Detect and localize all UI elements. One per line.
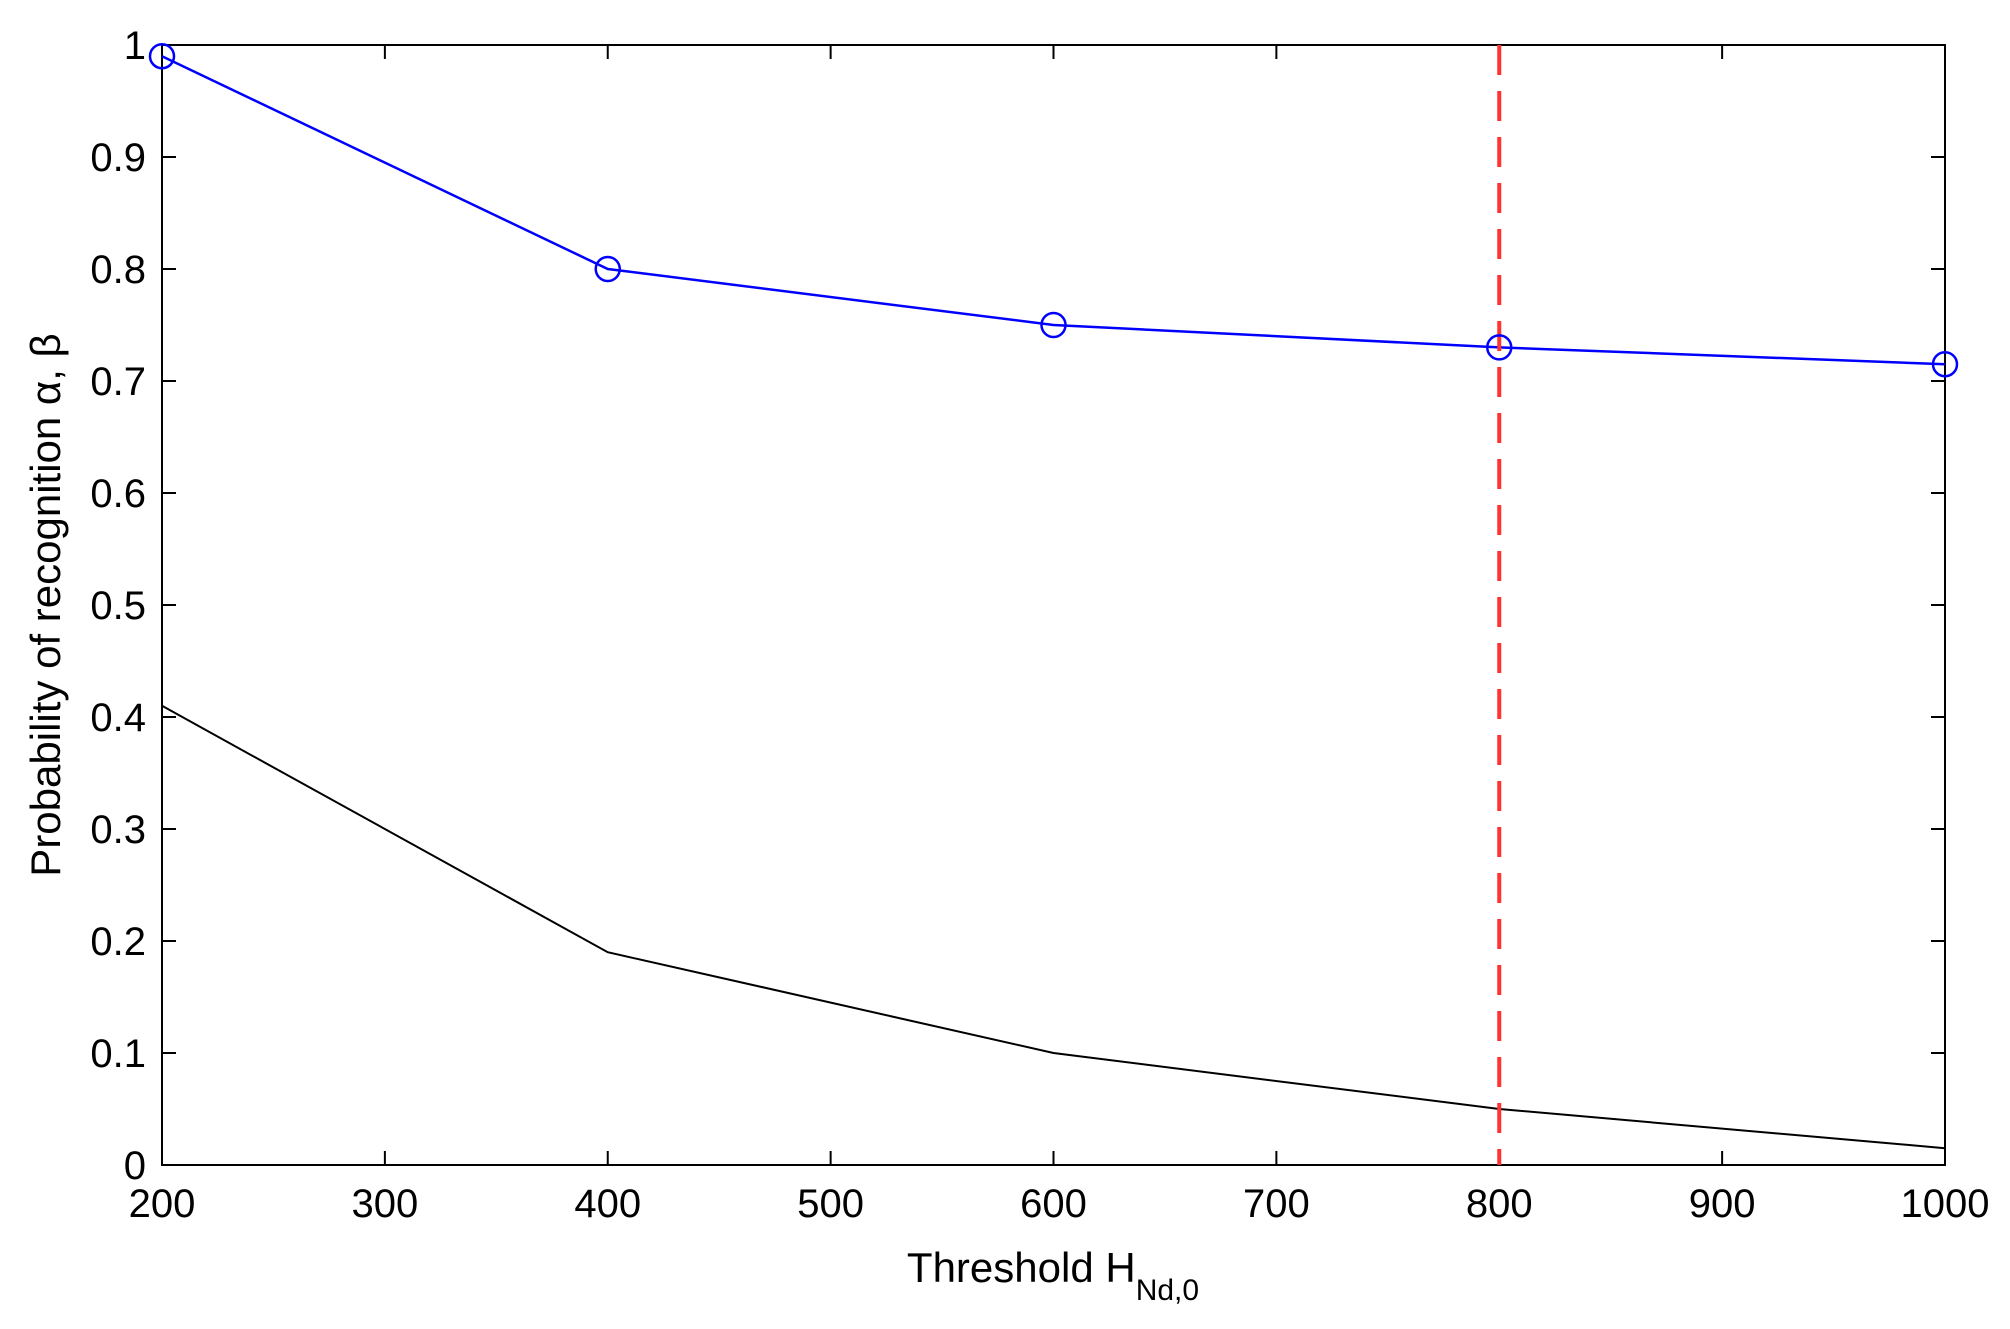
series-lines <box>161 55 1946 1150</box>
data-point-marker <box>1486 334 1513 361</box>
data-point-marker <box>148 42 176 70</box>
data-point-marker <box>1931 350 1959 378</box>
y-tick-label: 1 <box>124 24 146 68</box>
series-markers <box>148 42 1959 378</box>
data-point-marker <box>1040 311 1067 339</box>
x-tick-label: 200 <box>129 1182 196 1226</box>
y-tick-label: 0.6 <box>90 472 146 516</box>
x-tick-label: 900 <box>1689 1182 1756 1226</box>
tick-labels: 200 300 400 500 600 700 800 900 1000 0 0.1 0.2 0.3 0.… <box>90 24 1989 1226</box>
plot-area <box>161 44 1946 1166</box>
y-tick-label: 0.3 <box>90 808 146 852</box>
x-tick-label: 800 <box>1466 1182 1533 1226</box>
y-tick-label: 0.2 <box>90 920 146 964</box>
x-axis-title-subscript: Nd,0 <box>1136 1274 1199 1307</box>
y-tick-label: 0.9 <box>90 136 146 180</box>
x-tick-label: 1000 <box>1901 1182 1990 1226</box>
series-line-1 <box>161 55 1946 366</box>
y-tick-label: 0.8 <box>90 248 146 292</box>
x-tick-label: 600 <box>1020 1182 1087 1226</box>
y-tick-label: 0.1 <box>90 1032 146 1076</box>
y-tick-label: 0 <box>124 1144 146 1188</box>
x-axis-title-main: Threshold H <box>907 1244 1136 1291</box>
y-tick-label: 0.4 <box>90 696 146 740</box>
x-tick-label: 300 <box>352 1182 419 1226</box>
x-axis-title: Threshold HNd,0 <box>907 1244 1199 1307</box>
y-axis-title: Probability of recognition α, β <box>22 333 69 876</box>
data-point-marker <box>594 255 621 283</box>
y-tick-label: 0.7 <box>90 360 146 404</box>
x-tick-label: 700 <box>1243 1182 1310 1226</box>
x-tick-label: 500 <box>797 1182 864 1226</box>
y-tick-label: 0.5 <box>90 584 146 628</box>
series-line-2 <box>161 704 1946 1150</box>
x-tick-label: 400 <box>574 1182 641 1226</box>
